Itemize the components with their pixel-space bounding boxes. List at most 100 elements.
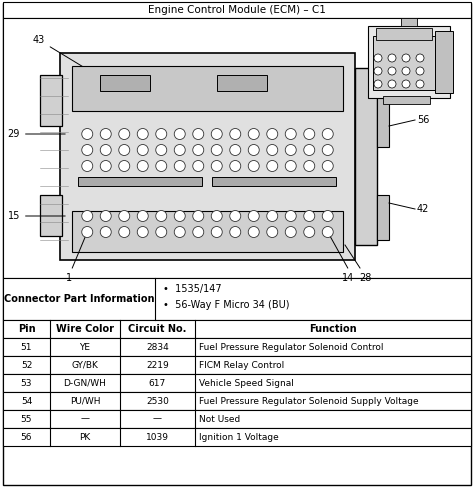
Circle shape <box>322 210 333 222</box>
Circle shape <box>100 144 111 156</box>
Text: 51: 51 <box>21 343 32 351</box>
Circle shape <box>388 80 396 88</box>
Circle shape <box>304 161 315 171</box>
Text: 52: 52 <box>21 361 32 369</box>
Circle shape <box>156 210 167 222</box>
Circle shape <box>388 54 396 62</box>
Text: 56: 56 <box>417 115 429 125</box>
Text: 14: 14 <box>342 273 354 283</box>
Circle shape <box>416 80 424 88</box>
Text: Pin: Pin <box>18 324 35 334</box>
Text: 15: 15 <box>8 211 65 221</box>
Circle shape <box>230 128 241 140</box>
Bar <box>217 75 267 91</box>
Circle shape <box>267 161 278 171</box>
Text: PK: PK <box>79 432 91 442</box>
Circle shape <box>156 144 167 156</box>
Circle shape <box>100 210 111 222</box>
Text: 56: 56 <box>21 432 32 442</box>
Circle shape <box>388 67 396 75</box>
Text: •  1535/147: • 1535/147 <box>163 284 222 294</box>
Text: •  56-Way F Micro 34 (BU): • 56-Way F Micro 34 (BU) <box>163 300 290 310</box>
Bar <box>100 75 150 91</box>
Circle shape <box>230 210 241 222</box>
Circle shape <box>82 128 93 140</box>
Text: Vehicle Speed Signal: Vehicle Speed Signal <box>199 379 294 387</box>
Circle shape <box>193 226 204 238</box>
Circle shape <box>304 210 315 222</box>
Bar <box>72 211 343 252</box>
Text: Fuel Pressure Regulator Solenoid Supply Voltage: Fuel Pressure Regulator Solenoid Supply … <box>199 396 419 406</box>
Bar <box>212 177 336 186</box>
Text: 54: 54 <box>21 396 32 406</box>
Circle shape <box>322 226 333 238</box>
Bar <box>401 18 417 26</box>
Circle shape <box>82 226 93 238</box>
Circle shape <box>322 128 333 140</box>
Circle shape <box>156 128 167 140</box>
Text: YE: YE <box>80 343 91 351</box>
Bar <box>383 96 430 104</box>
Bar <box>355 68 377 245</box>
Circle shape <box>137 161 148 171</box>
Circle shape <box>267 226 278 238</box>
Text: 2834: 2834 <box>146 343 169 351</box>
Circle shape <box>267 144 278 156</box>
Circle shape <box>374 67 382 75</box>
Bar <box>377 90 389 147</box>
Circle shape <box>82 161 93 171</box>
Text: 42: 42 <box>417 204 429 214</box>
Circle shape <box>119 226 130 238</box>
Circle shape <box>285 128 296 140</box>
Circle shape <box>267 128 278 140</box>
Bar <box>435 31 453 93</box>
Circle shape <box>248 144 259 156</box>
Circle shape <box>193 128 204 140</box>
Bar <box>3 392 471 410</box>
Circle shape <box>248 210 259 222</box>
Circle shape <box>285 226 296 238</box>
Circle shape <box>100 226 111 238</box>
Text: 53: 53 <box>21 379 32 387</box>
Text: 2219: 2219 <box>146 361 169 369</box>
Circle shape <box>304 128 315 140</box>
Text: Not Used: Not Used <box>199 414 240 424</box>
Circle shape <box>174 226 185 238</box>
Bar <box>377 195 389 240</box>
Text: 2530: 2530 <box>146 396 169 406</box>
Text: 617: 617 <box>149 379 166 387</box>
Bar <box>3 320 471 338</box>
Text: 55: 55 <box>21 414 32 424</box>
Circle shape <box>174 144 185 156</box>
Circle shape <box>230 226 241 238</box>
Bar <box>40 75 62 126</box>
Bar <box>3 338 471 356</box>
Circle shape <box>156 226 167 238</box>
Circle shape <box>285 210 296 222</box>
Text: 1: 1 <box>66 273 73 283</box>
Bar <box>3 410 471 428</box>
Text: D-GN/WH: D-GN/WH <box>64 379 107 387</box>
Bar <box>3 428 471 446</box>
Circle shape <box>211 210 222 222</box>
Text: Wire Color: Wire Color <box>56 324 114 334</box>
Circle shape <box>402 54 410 62</box>
Circle shape <box>322 144 333 156</box>
Bar <box>3 18 471 278</box>
Circle shape <box>193 210 204 222</box>
Text: —: — <box>81 414 90 424</box>
Circle shape <box>137 144 148 156</box>
Circle shape <box>211 161 222 171</box>
Circle shape <box>248 161 259 171</box>
Circle shape <box>230 144 241 156</box>
Circle shape <box>230 161 241 171</box>
Circle shape <box>100 128 111 140</box>
Circle shape <box>119 144 130 156</box>
Bar <box>60 53 355 260</box>
Circle shape <box>304 144 315 156</box>
Bar <box>373 36 435 90</box>
Bar <box>368 26 450 98</box>
Text: GY/BK: GY/BK <box>72 361 99 369</box>
Circle shape <box>402 80 410 88</box>
Text: 1039: 1039 <box>146 432 169 442</box>
